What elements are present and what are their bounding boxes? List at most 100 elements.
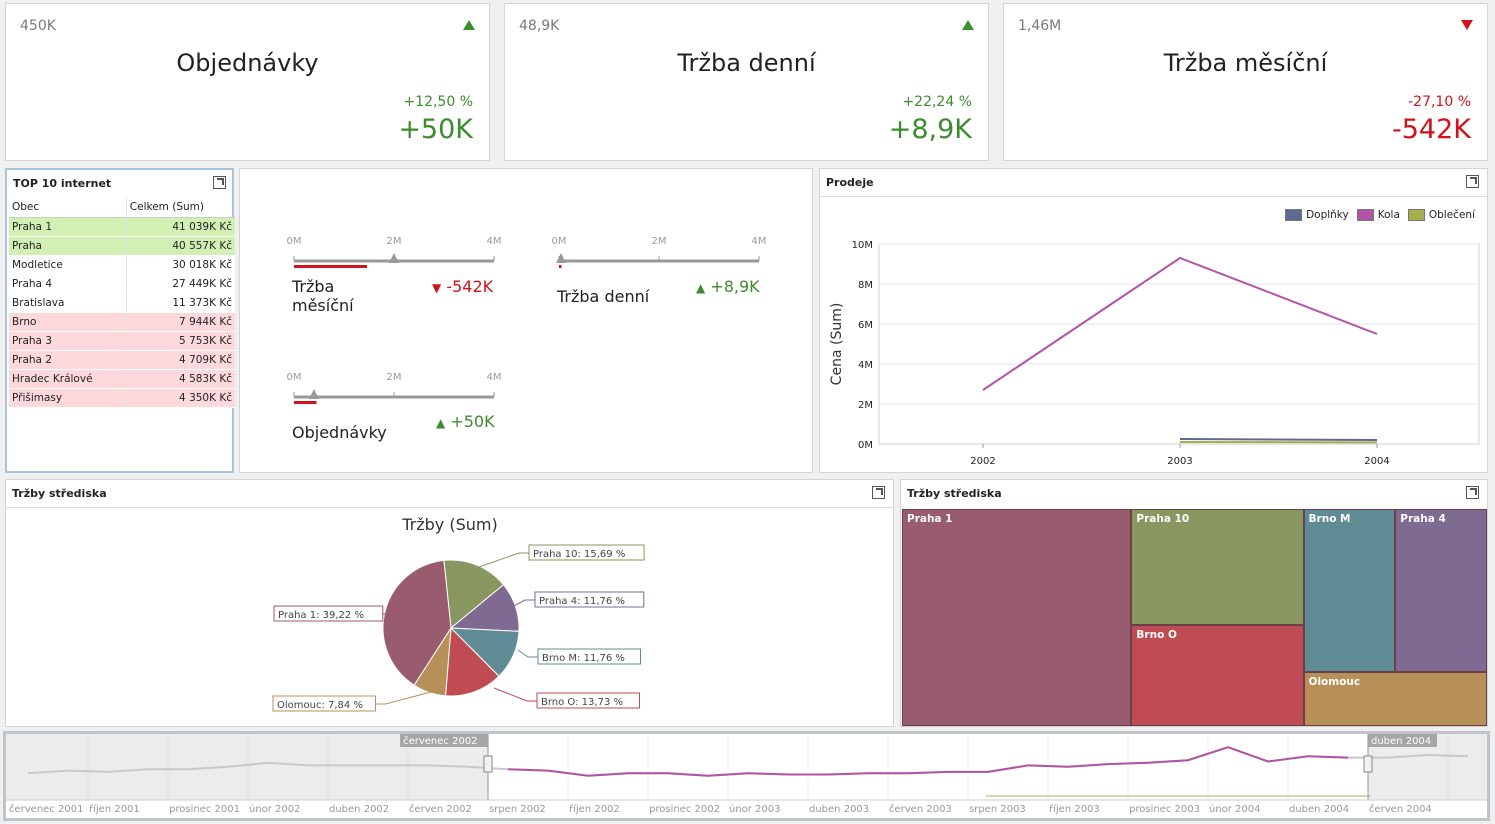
range-axis-label: říjen 2001 [89, 803, 140, 815]
range-axis-label: únor 2003 [729, 803, 781, 815]
cell-obec: Hradec Králové [9, 369, 127, 389]
pie-label-box [536, 692, 640, 709]
panel-title: Prodeje [826, 176, 874, 189]
kpi-reference-value: 48,9K [519, 18, 560, 34]
treemap-cell[interactable]: Brno M [1303, 509, 1396, 672]
pie-label-connector [375, 691, 432, 705]
pie-label-box [528, 544, 645, 561]
range-axis-label: duben 2004 [1289, 804, 1349, 815]
pie-label-connector [513, 599, 535, 607]
treemap-label: Brno M [1308, 513, 1351, 525]
treemap-cell[interactable]: Praha 4 [1395, 509, 1487, 672]
gauge-tick-label: 0M [287, 236, 302, 247]
cell-obec: Bratislava [9, 293, 127, 313]
export-icon[interactable] [1466, 486, 1479, 499]
kpi-card-objednavky[interactable]: 450K Objednávky +12,50 % +50K [5, 3, 490, 161]
table-row[interactable]: Praha 1 41 039K Kč [9, 217, 235, 237]
pie-slice[interactable] [443, 559, 505, 629]
table-row[interactable]: Hradec Králové 4 583K Kč [9, 369, 235, 389]
table-row[interactable]: Praha 4 27 449K Kč [9, 274, 235, 294]
pie-label-box [537, 648, 641, 665]
treemap-cell[interactable]: Praha 1 [902, 509, 1132, 726]
treemap-cell[interactable]: Praha 10 [1131, 509, 1304, 625]
pie-label-box [272, 695, 376, 712]
kpi-card-trzba-denni[interactable]: 48,9K Tržba denní +22,24 % +8,9K [504, 3, 989, 161]
x-tick-label: 2003 [1167, 456, 1192, 467]
range-axis-label: prosinec 2001 [169, 804, 240, 815]
treemap-cell[interactable]: Olomouc [1303, 671, 1487, 726]
kpi-percent-change: -27,10 % [1408, 94, 1471, 110]
pie-label-box [273, 605, 384, 622]
range-axis-label: duben 2003 [809, 804, 869, 815]
cell-celkem: 30 018K Kč [125, 255, 235, 275]
treemap-label: Brno O [1136, 628, 1177, 641]
range-axis-label: únor 2004 [1209, 803, 1261, 815]
pie-label-connector [517, 649, 538, 658]
kpi-delta: -542K [1392, 114, 1471, 145]
kpi-card-trzba-mesicni[interactable]: 1,46M Tržba měsíční -27,10 % -542K [1003, 3, 1488, 161]
kpi-title: Objednávky [176, 49, 319, 77]
range-filter-chart[interactable]: červenec 2002 duben 2004 červenec 2001 říje… [6, 734, 1487, 818]
export-icon[interactable] [1466, 175, 1479, 188]
kpi-reference-value: 1,46M [1018, 18, 1062, 34]
x-tick-label: 2004 [1364, 456, 1389, 467]
pie-slice[interactable] [382, 559, 452, 686]
gauge-tick-label: 2M [387, 372, 402, 383]
export-icon[interactable] [872, 486, 885, 499]
export-icon[interactable] [213, 176, 226, 189]
pie-label: Praha 1: 39,22 % [278, 610, 364, 621]
pie-label: Brno O: 13,73 % [541, 697, 623, 708]
column-header-obec[interactable]: Obec [9, 198, 127, 218]
panel-title: TOP 10 internet [13, 177, 112, 190]
range-handle-label-bg [1368, 734, 1437, 747]
cell-obec: Přišimasy [9, 388, 127, 408]
range-handle-grip[interactable] [1363, 755, 1373, 773]
series-line[interactable] [1179, 438, 1378, 441]
table-row[interactable]: Brno 7 944K Kč [9, 312, 235, 332]
treemap-cell[interactable]: Brno O [1131, 624, 1304, 726]
treemap-label: Praha 4 [1400, 513, 1446, 525]
cell-celkem: 7 944K Kč [125, 312, 235, 332]
trzby-treemap-panel: Tržby střediska Praha 1 Praha 10 Brno O Brn… [900, 479, 1488, 727]
pie-label: Praha 10: 15,69 % [533, 549, 625, 560]
range-axis-label: červenec 2001 [9, 803, 83, 815]
trzby-pie-chart: Tržby (Sum) Praha 1: 39,22 % Praha 10: 15,… [272, 515, 645, 712]
legend-item[interactable]: Doplňky [1285, 209, 1349, 221]
pie-slice[interactable] [445, 626, 500, 697]
trend-up-icon: ▲ [696, 281, 706, 295]
gauge-target-marker [556, 253, 566, 263]
cell-celkem: 4 709K Kč [125, 350, 235, 370]
treemap-label: Praha 10 [1136, 513, 1190, 525]
cell-obec: Brno [9, 312, 127, 332]
table-row[interactable]: Bratislava 11 373K Kč [9, 293, 235, 313]
gauge-target-marker [309, 389, 319, 399]
cell-obec: Modletice [9, 255, 127, 275]
gauge-tick-label: 4M [752, 236, 767, 247]
table-row[interactable]: Praha 40 557K Kč [9, 236, 235, 256]
cell-celkem: 27 449K Kč [125, 274, 235, 294]
range-handle-grip[interactable] [483, 755, 493, 773]
chart-title: Tržby (Sum) [401, 515, 497, 534]
kpi-reference-value: 450K [20, 18, 56, 34]
legend-item[interactable]: Kola [1356, 209, 1400, 221]
pie-label-connector [475, 552, 529, 569]
y-axis-label: Cena (Sum) [829, 303, 845, 386]
gauges-svg: 0M 2M 4M 0M 2M 4M 0M 2M 4M [287, 236, 767, 404]
gauge-target-marker [389, 253, 399, 263]
column-header-celkem[interactable]: Celkem (Sum) [125, 198, 235, 218]
gauge-tick-label: 0M [552, 236, 567, 247]
range-axis-label: duben 2002 [329, 804, 389, 815]
gauge-actual-bar [294, 265, 367, 268]
treemap-label: Praha 1 [907, 513, 953, 525]
chart-legend: Doplňky Kola Oblečení [1285, 209, 1475, 221]
panel-title: Tržby střediska [12, 487, 107, 500]
range-axis-label: červen 2003 [889, 803, 952, 815]
table-row[interactable]: Přišimasy 4 350K Kč [9, 388, 235, 408]
series-line[interactable] [982, 256, 1378, 391]
cell-obec: Praha 1 [9, 217, 127, 237]
legend-item[interactable]: Oblečení [1407, 209, 1475, 221]
table-row[interactable]: Modletice 30 018K Kč [9, 255, 235, 275]
range-axis-label: prosinec 2003 [1129, 804, 1200, 815]
